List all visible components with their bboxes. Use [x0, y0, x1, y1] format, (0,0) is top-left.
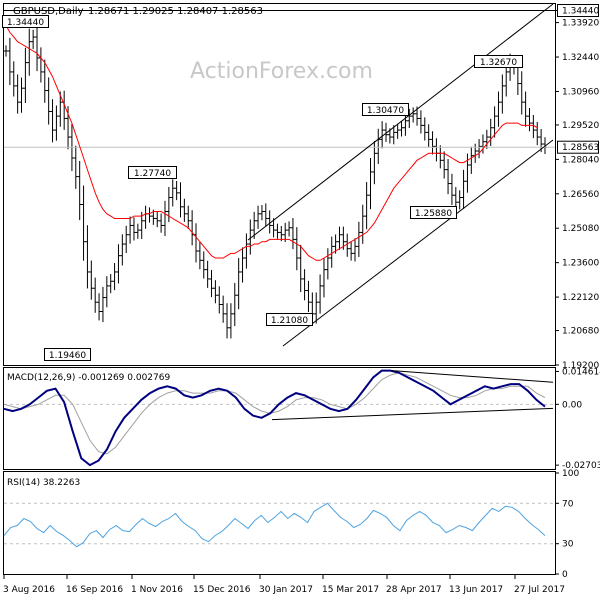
- chart-title: GBPUSD,Daily: [13, 6, 84, 17]
- date-axis-label: 1 Nov 2016: [131, 585, 183, 595]
- price-axis-label: 1.26560: [562, 190, 599, 200]
- macd-axis-label: 0.00: [562, 400, 582, 410]
- resistance-axis-label: 1.34440: [562, 7, 599, 17]
- rsi-panel: [3, 471, 556, 575]
- date-axis-label: 15 Dec 2016: [193, 585, 251, 595]
- price-label: 1.30470: [367, 106, 404, 116]
- macd-title: MACD(12,26,9) -0.001269 0.002769: [7, 373, 170, 383]
- price-label-box: [474, 55, 523, 68]
- price-label: 1.21080: [271, 316, 308, 326]
- date-axis-label: 30 Jan 2017: [259, 585, 313, 595]
- price-axis-label: 1.29520: [562, 121, 599, 131]
- macd-axis-label: 0.014614: [562, 367, 600, 377]
- watermark: ActionForex.com: [190, 59, 373, 84]
- price-label-box: [2, 15, 49, 28]
- price-bars: [4, 23, 547, 339]
- date-axis-label: 28 Apr 2017: [386, 585, 442, 595]
- current-price-axis-label: 1.28563: [562, 143, 599, 153]
- macd-panel: [3, 367, 556, 470]
- rsi-axis-label: 100: [562, 469, 579, 479]
- date-axis-label: 13 Jun 2017: [449, 585, 503, 595]
- price-label: 1.19460: [49, 351, 86, 361]
- channel-lower-line: [282, 139, 554, 347]
- rsi-axis-label: 70: [562, 499, 574, 509]
- ohlc-readout: 1.28671 1.29025 1.28407 1.28563: [88, 6, 263, 17]
- price-label-box: [128, 166, 177, 179]
- rsi-title: RSI(14) 38.2263: [7, 478, 80, 488]
- macd-trendline-lower: [271, 407, 554, 421]
- date-axis-label: 15 Mar 2017: [322, 585, 379, 595]
- axes: 1.34440 1.33920 1.32440 1.30960 1.29520 1.280…: [3, 4, 600, 595]
- macd-trendline-upper: [391, 370, 554, 383]
- price-overlays: 1.34440 1.19460 1.27740 1.21080 1.30470 1.258…: [2, 3, 555, 361]
- price-label-box: [266, 313, 313, 326]
- price-label-box: [362, 103, 409, 116]
- price-axis-label: 1.32440: [562, 53, 599, 63]
- price-axis-label: 1.22120: [562, 293, 599, 303]
- price-axis-label: 1.19200: [562, 361, 599, 371]
- price-label-box: [44, 348, 91, 361]
- price-axis-label: 1.25080: [562, 224, 599, 234]
- price-panel: [3, 3, 556, 366]
- rsi-lines: [3, 502, 555, 548]
- price-label: 1.25880: [415, 209, 452, 219]
- price-axis-label: 1.23600: [562, 259, 599, 269]
- price-axis-label: 1.20680: [562, 327, 599, 337]
- rsi-axis-label: 30: [562, 540, 574, 550]
- price-label-box: [410, 206, 457, 219]
- channel-upper-line: [247, 3, 554, 241]
- date-axis-label: 16 Sep 2016: [66, 585, 123, 595]
- date-axis-label: 3 Aug 2016: [3, 585, 55, 595]
- macd-lines: [3, 369, 555, 467]
- price-label: 1.27740: [134, 169, 171, 179]
- price-axis-label: 1.33920: [562, 19, 599, 29]
- signal-line: [3, 372, 546, 455]
- price-label: 1.34440: [7, 18, 44, 28]
- current-price-axis-box: [557, 140, 599, 154]
- date-axis-label: 27 Jul 2017: [514, 585, 565, 595]
- moving-average-line: [5, 25, 538, 261]
- rsi-line: [3, 502, 546, 548]
- macd-line: [3, 369, 546, 467]
- rsi-axis-label: 0: [562, 570, 568, 580]
- resistance-axis-box: [557, 4, 599, 18]
- price-axis-label: 1.30960: [562, 87, 599, 97]
- price-label: 1.32670: [480, 58, 517, 68]
- price-axis-label: 1.28040: [562, 155, 599, 165]
